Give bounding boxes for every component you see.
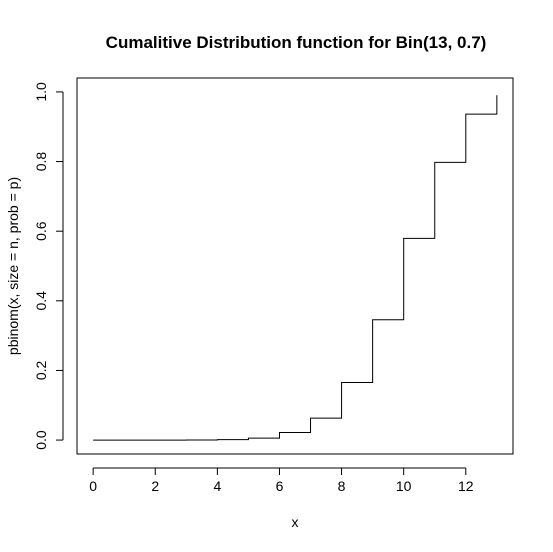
x-tick-label: 6 — [276, 478, 284, 494]
y-axis: 0.0 0.2 0.4 0.6 0.8 1.0 — [33, 82, 64, 450]
y-tick-label: 0.4 — [33, 291, 49, 311]
cdf-step-line — [93, 95, 498, 441]
y-tick-label: 0.0 — [33, 430, 49, 450]
plot-frame — [76, 77, 514, 455]
y-tick-label: 0.8 — [33, 152, 49, 172]
y-axis-label: pbinom(x, size = n, prob = p) — [5, 177, 21, 355]
y-tick-label: 0.6 — [33, 221, 49, 241]
x-axis: 0 2 4 6 8 10 12 — [89, 467, 474, 494]
x-tick-label: 12 — [458, 478, 474, 494]
chart-title: Cumalitive Distribution function for Bin… — [106, 33, 487, 52]
x-tick-label: 4 — [213, 478, 221, 494]
y-tick-label: 1.0 — [33, 82, 49, 102]
y-tick-label: 0.2 — [33, 361, 49, 381]
x-tick-label: 0 — [89, 478, 97, 494]
x-tick-label: 10 — [396, 478, 412, 494]
x-tick-label: 2 — [151, 478, 159, 494]
x-tick-label: 8 — [338, 478, 346, 494]
x-axis-label: x — [292, 514, 299, 530]
